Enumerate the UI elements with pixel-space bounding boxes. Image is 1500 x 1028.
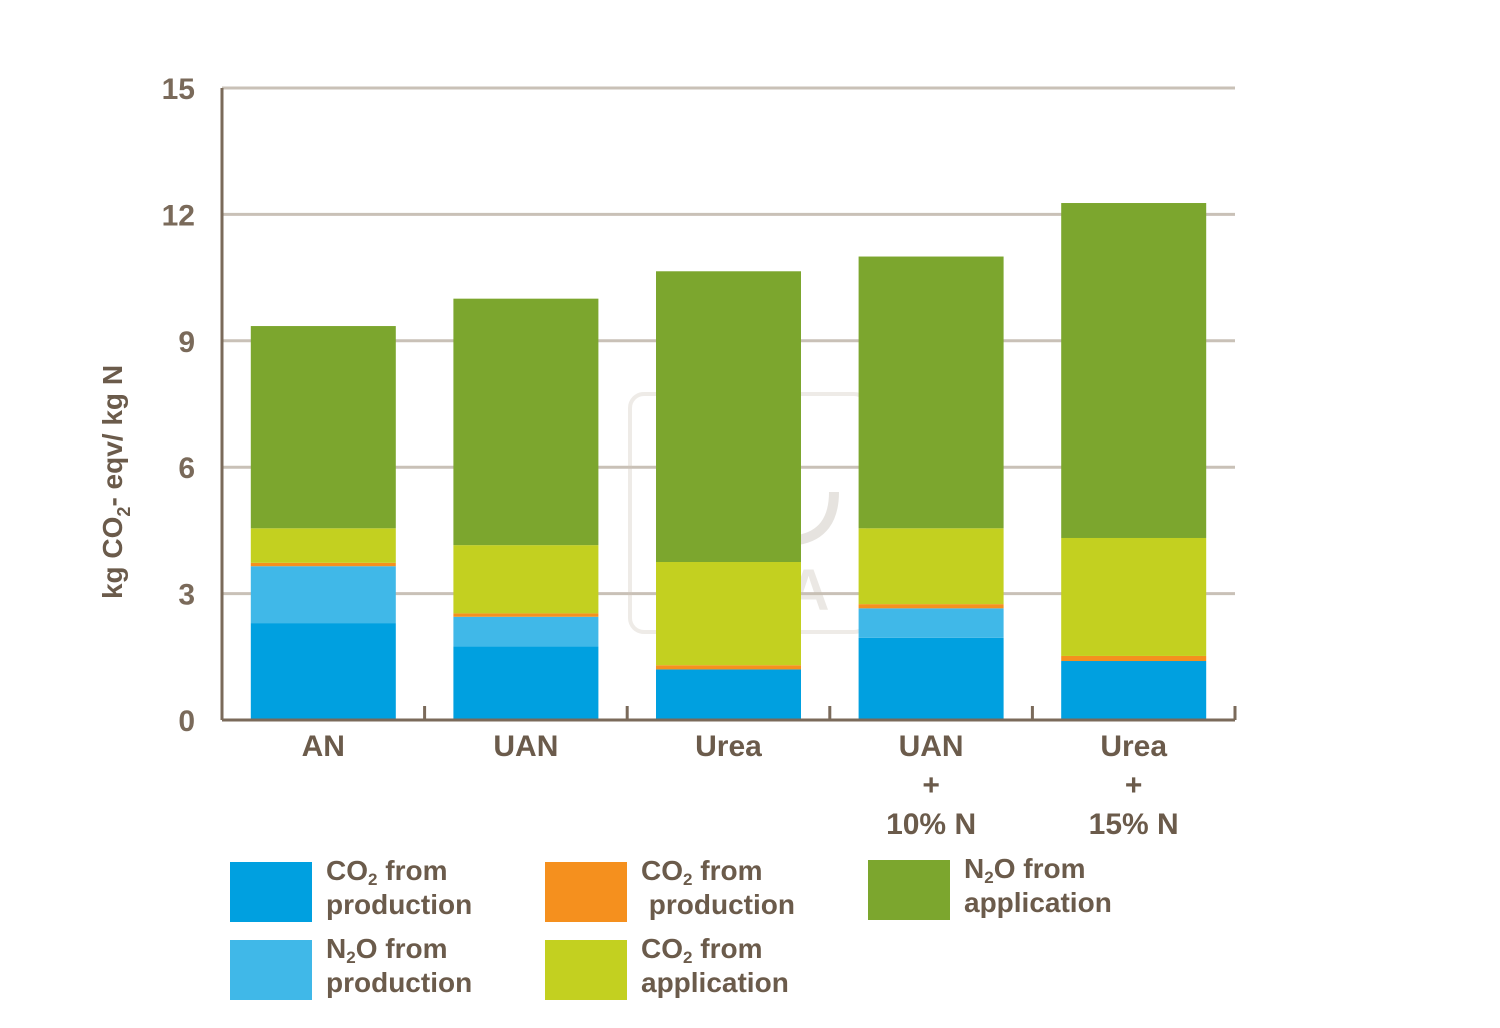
axes — [220, 88, 1237, 722]
bar-segment-co2_prod_orange — [656, 665, 801, 670]
bar-segment-n2o_app — [453, 298, 599, 546]
y-tick-label: 6 — [178, 452, 195, 485]
x-category-label: 10% N — [886, 808, 976, 841]
y-tick-labels: 0 3 6 9 12 15 — [162, 73, 195, 738]
x-category-label: + — [922, 769, 940, 802]
legend-swatch — [230, 862, 312, 922]
bar-segment-n2o_app — [858, 256, 1004, 529]
legend-swatch — [545, 940, 627, 1000]
y-axis-label: kg CO2- eqv/ kg N — [97, 365, 134, 599]
legend-swatch — [230, 940, 312, 1000]
bar-segment-co2_app — [250, 528, 396, 563]
legend-label: CO2 from production — [326, 855, 473, 920]
bar-segment-co2_app — [1061, 537, 1207, 656]
bar-segment-n2o_app — [250, 326, 396, 529]
bar-segment-n2o_prod — [858, 608, 1004, 638]
y-tick-label: 12 — [162, 199, 195, 232]
x-category-label: + — [1125, 769, 1143, 802]
bar-segment-n2o_prod — [250, 566, 396, 624]
y-tick-label: 9 — [178, 326, 195, 359]
legend-label: CO2 from production — [641, 855, 795, 920]
bar-segment-co2_prod — [656, 669, 801, 720]
legend-label: N2O from application — [964, 853, 1112, 918]
legend-item: CO2 from application — [545, 933, 789, 1000]
bar-segment-co2_prod_orange — [858, 604, 1004, 609]
bar-segment-co2_prod_orange — [1061, 655, 1207, 662]
bar-segment-co2_prod_orange — [453, 613, 599, 617]
y-tick-label: 3 — [178, 579, 195, 612]
bar-segment-n2o_app — [1061, 203, 1207, 538]
bar-segment-n2o_app — [656, 271, 801, 562]
legend-item: N2O from production — [230, 933, 472, 1000]
x-category-label: AN — [302, 730, 345, 763]
bar-segment-co2_prod — [1061, 661, 1207, 720]
bars — [250, 203, 1207, 720]
bar-segment-co2_app — [656, 562, 801, 666]
bar-segment-co2_prod_orange — [250, 562, 396, 567]
bar-segment-co2_prod — [453, 646, 599, 720]
bar-segment-n2o_prod — [453, 616, 599, 647]
bar-segment-co2_app — [453, 545, 599, 614]
bar-segment-co2_app — [858, 528, 1004, 605]
legend-swatch — [545, 862, 627, 922]
legend-item: CO2 from production — [230, 855, 472, 922]
x-category-label: Urea — [695, 730, 762, 763]
x-category-label: UAN — [899, 730, 964, 763]
legend-label: CO2 from application — [641, 933, 789, 998]
bar-segment-co2_prod — [250, 623, 396, 720]
y-tick-label: 0 — [178, 705, 195, 738]
y-tick-label: 15 — [162, 73, 195, 106]
x-category-label: UAN — [493, 730, 558, 763]
legend-label: N2O from production — [326, 933, 473, 998]
legend-swatch — [868, 860, 950, 920]
x-category-label: 15% N — [1089, 808, 1179, 841]
bar-segment-co2_prod — [858, 637, 1004, 720]
legend-item: CO2 from production — [545, 855, 795, 922]
x-category-labels: AN UAN Urea UAN +10% N Urea +15% N — [302, 730, 1179, 841]
legend-item: N2O from application — [868, 853, 1112, 920]
x-category-label: Urea — [1100, 730, 1167, 763]
